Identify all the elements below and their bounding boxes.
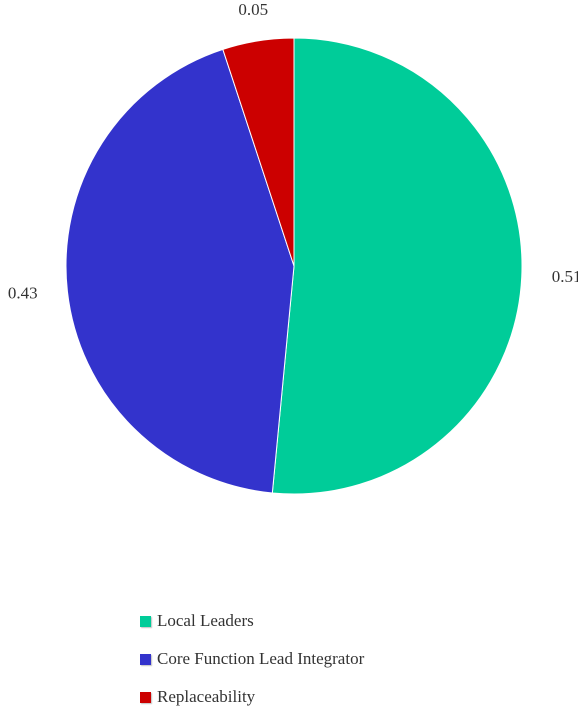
pie-slices [65, 37, 523, 495]
pie-slice-local-leaders[interactable] [271, 37, 523, 495]
legend-swatch [140, 615, 151, 627]
legend-label: Local Leaders [157, 611, 254, 630]
data-label-replaceability: 0.05 [238, 0, 268, 19]
pie-slice-replaceability[interactable] [222, 37, 295, 267]
legend-item-local-leaders[interactable]: Local Leaders [140, 602, 540, 640]
pie-data-labels: 0.51 0.43 0.05 [8, 0, 578, 302]
data-label-core-function-lead-integrator: 0.43 [8, 284, 38, 303]
legend-item-replaceability[interactable]: Replaceability [140, 678, 540, 716]
legend-label: Core Function Lead Integrator [157, 649, 365, 668]
legend-item-core-function-lead-integrator[interactable]: Core Function Lead Integrator [140, 640, 540, 678]
data-label-local-leaders: 0.51 [552, 267, 578, 286]
pie-chart: 0.51 0.43 0.05 [8, 0, 578, 495]
legend-label: Replaceability [157, 687, 256, 706]
pie-slice-core-function-lead-integrator[interactable] [65, 48, 295, 494]
legend-swatch [140, 691, 151, 703]
legend-swatch [140, 653, 151, 665]
legend: Local Leaders Core Function Lead Integra… [140, 602, 540, 716]
